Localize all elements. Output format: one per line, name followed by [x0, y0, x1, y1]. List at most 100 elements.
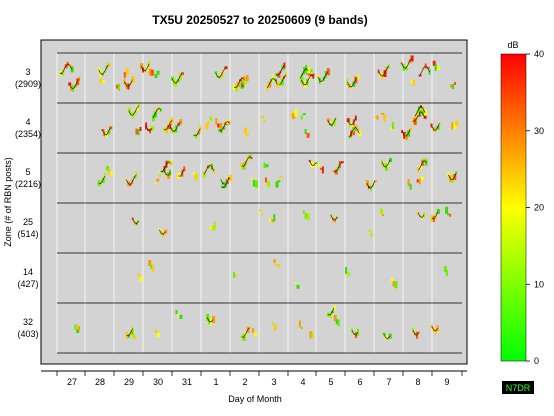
signal-mark: [279, 175, 283, 178]
signal-mark: [260, 115, 264, 118]
signal-mark: [276, 81, 280, 88]
row-label-zone: 5: [25, 167, 30, 177]
signal-mark: [144, 70, 148, 72]
signal-mark: [227, 179, 230, 182]
signal-trace: [169, 121, 181, 132]
signal-trace: [419, 65, 430, 76]
signal-trace: [125, 174, 137, 186]
signal-mark: [110, 171, 114, 175]
signal-mark: [453, 124, 457, 129]
signal-mark: [340, 161, 344, 164]
signal-mark: [421, 159, 425, 166]
signal-mark: [209, 116, 213, 121]
signal-mark: [351, 130, 354, 135]
signal-mark: [347, 272, 351, 277]
signal-mark: [125, 68, 129, 75]
signal-mark: [390, 278, 394, 282]
signal-trace: [126, 328, 133, 337]
signal-mark: [254, 332, 258, 337]
signal-mark: [394, 281, 398, 289]
signal-mark: [381, 112, 385, 115]
signal-mark: [150, 264, 153, 269]
signal-mark: [229, 174, 232, 181]
signal-mark: [150, 69, 154, 76]
signal-trace: [366, 180, 376, 189]
signal-mark: [254, 180, 258, 188]
x-tick-label: 1: [213, 377, 218, 387]
signal-mark: [414, 115, 417, 118]
signal-trace: [276, 65, 285, 76]
signal-mark: [416, 179, 419, 183]
signal-mark: [167, 171, 171, 179]
signal-mark: [275, 181, 279, 188]
signal-mark: [336, 166, 340, 171]
signal-mark: [107, 62, 111, 67]
signal-mark: [179, 119, 183, 125]
signal-mark: [438, 122, 442, 125]
signal-mark: [262, 119, 266, 122]
signal-mark: [156, 70, 160, 75]
signal-mark: [265, 164, 269, 168]
signal-mark: [281, 64, 285, 71]
signal-mark: [407, 130, 411, 137]
signal-trace: [347, 76, 358, 88]
signal-mark: [443, 266, 447, 273]
watermark: N7DR: [506, 383, 531, 393]
signal-mark: [298, 320, 301, 328]
x-tick-label: 9: [444, 377, 449, 387]
signal-mark: [309, 331, 313, 339]
signal-mark: [410, 55, 414, 62]
signal-mark: [419, 164, 423, 169]
signal-trace: [101, 127, 111, 136]
signal-mark: [356, 128, 360, 131]
signal-mark: [213, 221, 216, 229]
signal-mark: [222, 126, 226, 130]
signal-mark: [317, 163, 320, 167]
signal-mark: [321, 166, 324, 174]
signal-mark: [300, 115, 303, 120]
signal-trace: [401, 58, 412, 69]
signal-mark: [242, 162, 246, 170]
signal-mark: [454, 82, 456, 85]
signal-mark: [261, 213, 264, 216]
signal-mark: [76, 328, 80, 333]
signal-mark: [130, 330, 134, 335]
signal-mark: [140, 63, 144, 70]
signal-trace: [164, 120, 173, 131]
signal-mark: [171, 76, 174, 81]
signal-mark: [224, 122, 228, 126]
signal-mark: [108, 169, 111, 176]
signal-mark: [275, 264, 279, 266]
signal-mark: [383, 114, 387, 122]
signal-mark: [333, 315, 337, 321]
signal-mark: [294, 281, 297, 284]
signal-mark: [212, 315, 216, 323]
signal-mark: [217, 123, 221, 128]
signal-mark: [175, 310, 178, 314]
x-axis-label: Day of Month: [228, 394, 282, 404]
signal-mark: [271, 219, 275, 223]
signal-mark: [74, 84, 78, 88]
signal-mark: [334, 169, 338, 175]
x-tick-label: 27: [67, 377, 77, 387]
signal-mark: [450, 84, 453, 88]
signal-mark: [280, 78, 284, 86]
signal-mark: [424, 110, 427, 116]
signal-mark: [306, 132, 310, 138]
x-tick-label: 7: [386, 377, 391, 387]
signal-trace: [299, 68, 309, 79]
signal-trace: [203, 164, 215, 175]
signal-mark: [153, 111, 157, 118]
colorbar-tick-label: 20: [534, 203, 544, 213]
signal-mark: [436, 125, 440, 130]
signal-mark: [376, 115, 379, 120]
signal-mark: [455, 120, 459, 127]
signal-mark: [259, 208, 262, 212]
chart-title: TX5U 20250527 to 20250609 (9 bands): [152, 13, 367, 27]
signal-mark: [244, 127, 248, 135]
y-axis-label: Zone (# of RBN posts): [3, 157, 13, 247]
x-tick-label: 3: [271, 377, 276, 387]
row-label-posts: (427): [17, 279, 38, 289]
signal-mark: [177, 79, 180, 83]
signal-mark: [292, 112, 296, 119]
